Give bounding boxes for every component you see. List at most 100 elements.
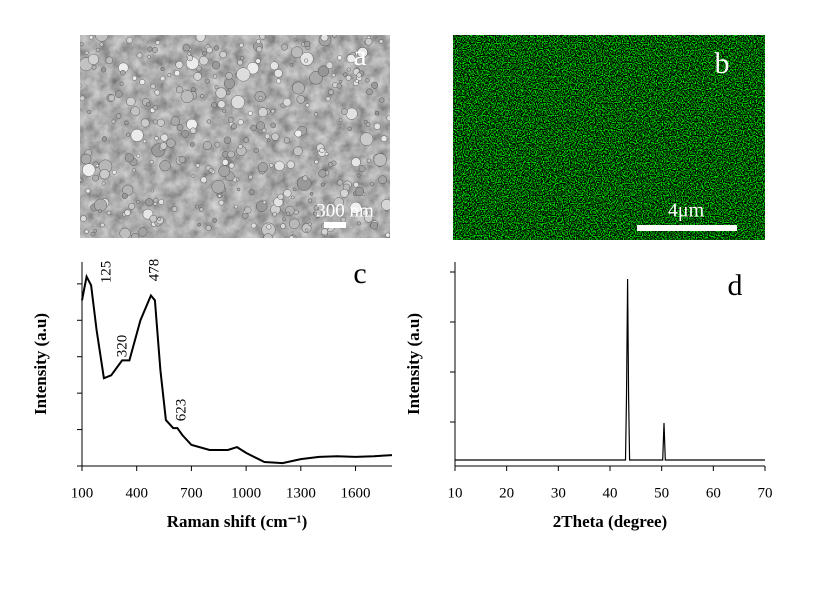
particle [225, 72, 233, 80]
particle [234, 204, 238, 209]
particle [250, 124, 257, 132]
particle [95, 163, 100, 168]
particle [366, 88, 373, 96]
particle [140, 118, 150, 128]
particle [237, 119, 244, 126]
particle [230, 95, 245, 110]
particle [338, 118, 343, 122]
particle [292, 81, 305, 95]
particle [191, 87, 196, 92]
particle [187, 51, 192, 56]
particle [120, 69, 126, 76]
particle [373, 153, 387, 167]
particle [291, 46, 303, 59]
particle [385, 232, 390, 238]
particle [218, 199, 225, 206]
particle [271, 132, 280, 141]
particle [235, 177, 240, 182]
particle [269, 61, 279, 71]
particle [320, 35, 329, 42]
particle [202, 140, 212, 150]
particle [325, 213, 329, 218]
particle [324, 151, 329, 156]
particle [130, 106, 141, 117]
particle [101, 181, 106, 186]
peak-annotation: 478 [146, 259, 162, 282]
particle [374, 110, 380, 116]
particle [111, 169, 117, 175]
x-tick-label: 10 [448, 485, 463, 501]
particle [231, 123, 237, 130]
particle [363, 119, 368, 124]
particle [115, 90, 123, 98]
particle [95, 35, 109, 42]
particle [373, 122, 381, 130]
particle [266, 224, 272, 230]
particle [248, 189, 255, 195]
particle [193, 72, 202, 81]
particle [138, 227, 148, 237]
particle [80, 153, 92, 165]
particle [371, 81, 379, 89]
particle [257, 162, 268, 173]
particle [379, 97, 385, 103]
particle [167, 73, 172, 78]
panel-label: b [715, 47, 730, 80]
particle [294, 129, 302, 138]
particle [217, 194, 222, 198]
particle [176, 86, 183, 94]
particle [370, 221, 378, 230]
particle [293, 146, 303, 156]
particle [211, 180, 225, 194]
particle [264, 133, 271, 139]
particle [101, 67, 107, 73]
particle [354, 187, 364, 197]
particle [378, 175, 387, 185]
particle [132, 168, 136, 173]
particle [149, 214, 158, 223]
particle [269, 163, 274, 168]
particle [314, 112, 319, 117]
particle [90, 231, 96, 237]
particle [182, 44, 190, 52]
particle [309, 192, 314, 196]
particle [150, 83, 156, 90]
particle [190, 142, 195, 147]
particle [199, 207, 204, 212]
particle [147, 55, 151, 59]
particle [181, 129, 190, 138]
particle [258, 95, 263, 101]
particle [293, 37, 298, 42]
scale-bar [324, 222, 346, 228]
particle [99, 169, 110, 180]
particle [87, 53, 99, 65]
particle [157, 217, 162, 221]
particle [212, 218, 217, 223]
particle [302, 175, 309, 182]
particle [146, 102, 151, 107]
scale-bar-label: 300 nm [316, 200, 374, 221]
y-axis-label: Intensity (a.u) [31, 313, 50, 415]
particle [304, 228, 309, 233]
particle [282, 217, 286, 222]
particle [289, 235, 294, 238]
particle [356, 173, 361, 178]
particle [346, 54, 356, 64]
particle [289, 218, 300, 230]
particle [215, 87, 227, 99]
particle [219, 51, 227, 59]
particle [356, 72, 362, 78]
particle [380, 199, 390, 211]
particle [366, 158, 372, 163]
particle [349, 201, 362, 214]
particle [211, 102, 218, 109]
particle [99, 42, 104, 47]
x-tick-label: 50 [654, 485, 669, 501]
particle [180, 90, 194, 104]
x-tick-label: 40 [603, 485, 618, 501]
particle [337, 179, 344, 186]
particle [308, 222, 312, 226]
particle [156, 118, 165, 127]
particle [152, 105, 158, 111]
